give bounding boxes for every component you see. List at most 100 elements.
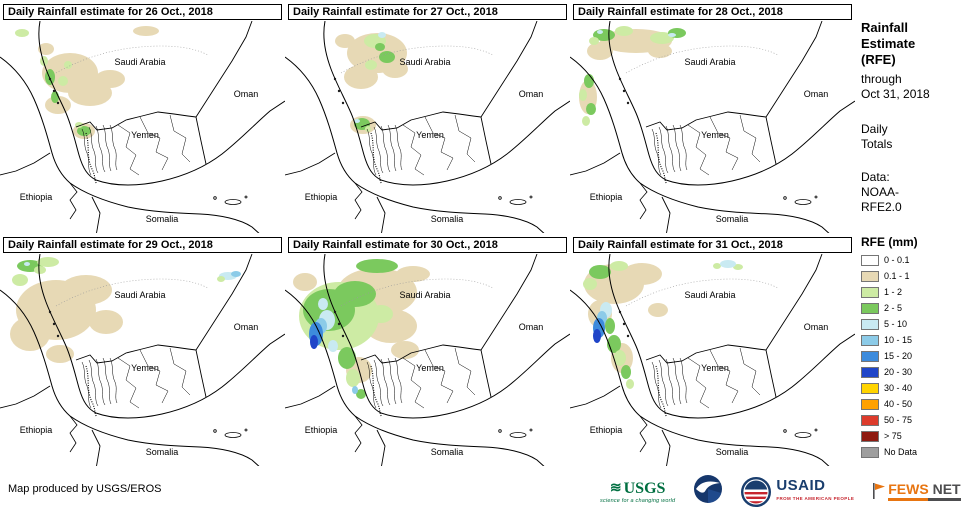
rain-patch: [40, 56, 48, 66]
map-boundary: [195, 349, 207, 398]
map-boundary: [608, 21, 855, 186]
map-boundary: [765, 349, 777, 398]
rain-patch: [231, 271, 241, 277]
map-title: Daily Rainfall estimate for 28 Oct., 201…: [573, 4, 852, 20]
rain-patch: [615, 26, 633, 36]
legend-label: 5 - 10: [884, 319, 908, 329]
rain-patch: [352, 386, 358, 394]
map-boundary: [366, 361, 377, 409]
legend-swatch: [861, 398, 879, 410]
map-boundary: [480, 254, 538, 351]
island-shape: [814, 195, 818, 199]
rain-patch: [610, 261, 628, 271]
country-label: Saudi Arabia: [399, 290, 450, 300]
map-boundary: [655, 132, 668, 185]
text-line: Daily: [861, 122, 888, 136]
map-boundary: [373, 359, 384, 407]
legend-swatch: [861, 446, 879, 458]
rain-patch: [379, 51, 395, 63]
country-label: Yemen: [416, 363, 444, 373]
legend-label: 20 - 30: [884, 367, 913, 377]
island-shape: [783, 429, 787, 433]
rain-patch: [648, 303, 668, 317]
map-boundary: [665, 125, 676, 173]
map-boundary: [387, 357, 397, 405]
sidebar-heading: Rainfall Estimate (RFE): [861, 20, 963, 68]
rain-patch: [356, 259, 398, 273]
map-boundary: [102, 357, 112, 405]
map-boundary: [75, 344, 197, 364]
legend-swatch: [861, 366, 879, 378]
rain-patch: [375, 43, 385, 51]
legend-item: 10 - 15: [861, 332, 963, 348]
attribution-text: Map produced by USGS/EROS: [8, 483, 162, 495]
text-line: Estimate: [861, 36, 916, 51]
footer: Map produced by USGS/EROS USGS science f…: [0, 470, 967, 511]
map-boundary: [424, 116, 454, 171]
rain-patch: [396, 266, 430, 282]
map-boundary: [687, 357, 710, 409]
map-boundary: [672, 357, 682, 405]
map-boundary: [88, 126, 99, 174]
rain-patch: [391, 341, 419, 359]
map-boundary: [387, 124, 397, 172]
island-shape: [794, 432, 812, 438]
map-boundary: [323, 21, 570, 186]
fewsnet-logo: FEWS NET: [872, 482, 961, 501]
rain-patch: [58, 76, 68, 86]
rain-patch: [584, 74, 594, 88]
island-shape: [341, 334, 345, 338]
map-boundary: [658, 359, 669, 407]
map-boundary: [139, 116, 169, 171]
island-shape: [333, 310, 337, 314]
legend-swatch: [861, 382, 879, 394]
sidebar: Rainfall Estimate (RFE) through Oct 31, 201…: [861, 20, 963, 460]
rain-patch: [318, 298, 328, 310]
noaa-logo: [693, 474, 723, 509]
map-boundary: [709, 116, 739, 171]
country-label: Ethiopia: [590, 192, 623, 202]
map-boundary: [75, 111, 197, 131]
country-label: Saudi Arabia: [114, 57, 165, 67]
maps-grid: Daily Rainfall estimate for 26 Oct., 201…: [0, 4, 855, 466]
legend-item: 1 - 2: [861, 284, 963, 300]
country-label: Saudi Arabia: [684, 290, 735, 300]
rain-patch: [310, 335, 318, 349]
island-shape: [337, 322, 341, 326]
legend-swatch: [861, 334, 879, 346]
map-boundary: [88, 359, 99, 407]
map-boundary: [608, 254, 855, 419]
legend-swatch: [861, 430, 879, 442]
map-canvas-holder: Saudi Arabia Oman Yemen Ethiopia Somalia: [285, 254, 570, 466]
legend-swatch: [861, 302, 879, 314]
sidebar-through-date: through Oct 31, 2018: [861, 72, 963, 102]
map-boundary: [672, 124, 682, 172]
rain-patch: [10, 317, 50, 351]
map-boundary: [69, 415, 78, 453]
text-line: Totals: [861, 137, 893, 151]
island-shape: [337, 89, 341, 93]
legend-swatch: [861, 350, 879, 362]
map-canvas: Saudi Arabia Oman Yemen Ethiopia Somalia: [0, 21, 285, 233]
island-shape: [56, 101, 60, 105]
legend-item: 30 - 40: [861, 380, 963, 396]
rain-patch: [338, 347, 356, 369]
rain-patch: [589, 37, 599, 45]
country-label: Ethiopia: [20, 425, 53, 435]
country-label: Somalia: [431, 214, 464, 224]
rain-patch: [597, 30, 603, 34]
map-canvas: Saudi Arabia Oman Yemen Ethiopia Somalia: [285, 254, 570, 466]
legend-swatch: [861, 318, 879, 330]
map-canvas: Saudi Arabia Oman Yemen Ethiopia Somalia: [570, 21, 855, 233]
rain-patch: [34, 266, 46, 274]
sidebar-daily-totals: Daily Totals: [861, 122, 963, 152]
country-label: Saudi Arabia: [399, 57, 450, 67]
country-label: Ethiopia: [590, 425, 623, 435]
rain-patch: [64, 61, 72, 69]
island-shape: [498, 196, 502, 200]
island-shape: [498, 429, 502, 433]
island-shape: [783, 196, 787, 200]
text-line: NOAA-: [861, 185, 900, 199]
map-boundary: [91, 196, 101, 233]
map-boundary: [661, 196, 671, 233]
